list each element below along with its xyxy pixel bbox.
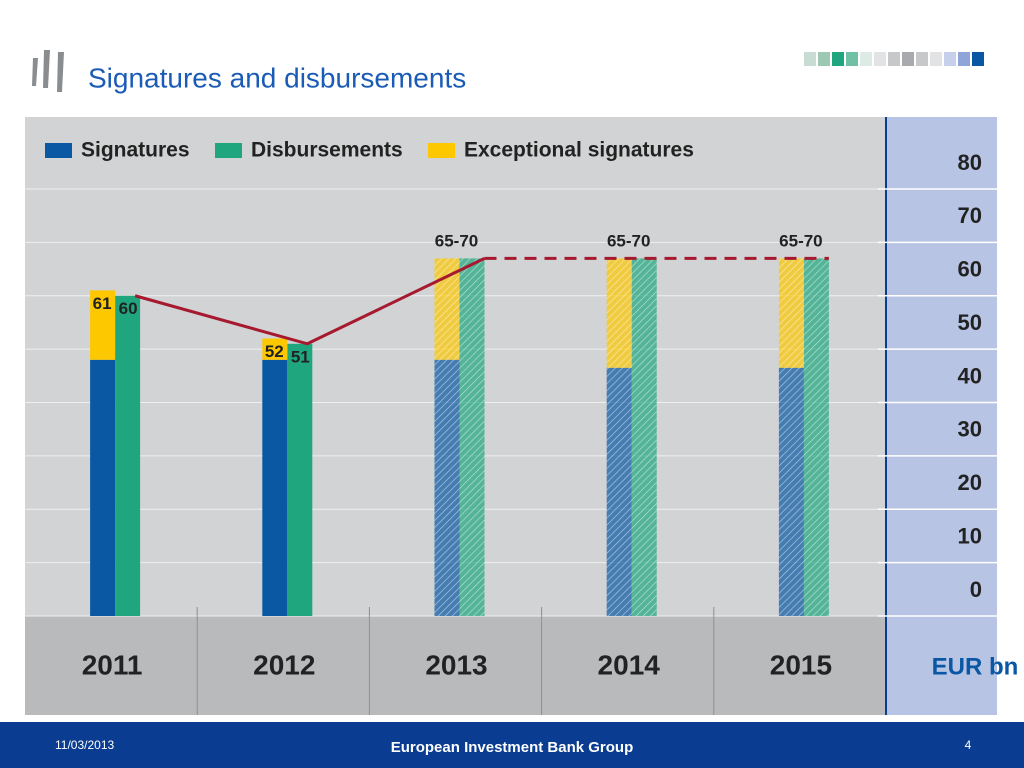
chart: 0 10 20 30 40 50 60 70 80 Signatures Disbursements…	[25, 139, 997, 715]
legend-label: Disbursements	[251, 139, 403, 162]
bar-hatch	[778, 258, 804, 368]
footer-page: 4	[965, 738, 972, 752]
bar-segment	[90, 359, 116, 616]
y-tick-label: 70	[958, 203, 982, 228]
bar-segment	[262, 359, 288, 616]
x-tick-label: 2012	[253, 649, 315, 680]
bar-hatch	[778, 367, 804, 616]
x-tick-label: 2013	[425, 649, 487, 680]
legend-swatch	[428, 143, 455, 158]
total-label: 52	[265, 342, 284, 361]
category-band	[25, 616, 886, 715]
footer-date: 11/03/2013	[55, 738, 114, 752]
trend-line	[134, 257, 486, 346]
bar-hatch	[803, 258, 829, 616]
y-tick-label: 40	[958, 363, 982, 388]
y-tick-label: 0	[970, 577, 982, 602]
y-tick-label: 10	[958, 523, 982, 548]
range-label: 65-70	[779, 231, 822, 250]
bar-hatch	[606, 367, 632, 616]
total-label: 61	[93, 294, 112, 313]
data-label: 60	[119, 299, 138, 318]
bar-hatch	[459, 258, 485, 616]
legend-label: Signatures	[81, 139, 190, 162]
footer-bar	[0, 722, 1024, 768]
y-tick-label: 60	[958, 257, 982, 282]
slide-title: Signatures and disbursements	[88, 62, 466, 93]
y-tick-label: 30	[958, 417, 982, 442]
bar-hatch	[631, 258, 657, 616]
y-tick-label: 80	[958, 150, 982, 175]
y-tick-label: 50	[958, 310, 982, 335]
x-tick-label: 2011	[82, 649, 143, 680]
decor-squares	[804, 52, 984, 66]
x-tick-label: 2015	[770, 649, 832, 680]
range-label: 65-70	[435, 231, 478, 250]
bar-segment	[262, 338, 288, 360]
y-axis-label: EUR bn	[932, 653, 1019, 680]
bar-segment	[90, 290, 116, 360]
y-tick-label: 20	[958, 470, 982, 495]
bar-hatch	[606, 258, 632, 368]
bar-hatch	[434, 359, 460, 616]
bar-segment	[287, 343, 313, 616]
footer-organization: European Investment Bank Group	[391, 739, 634, 756]
data-label: 51	[291, 347, 310, 366]
legend-swatch	[45, 143, 72, 158]
legend-swatch	[215, 143, 242, 158]
x-tick-label: 2014	[598, 649, 661, 680]
bar-segment	[115, 295, 141, 616]
legend-label: Exceptional signatures	[464, 139, 694, 162]
logo	[32, 50, 64, 92]
range-label: 65-70	[607, 231, 650, 250]
